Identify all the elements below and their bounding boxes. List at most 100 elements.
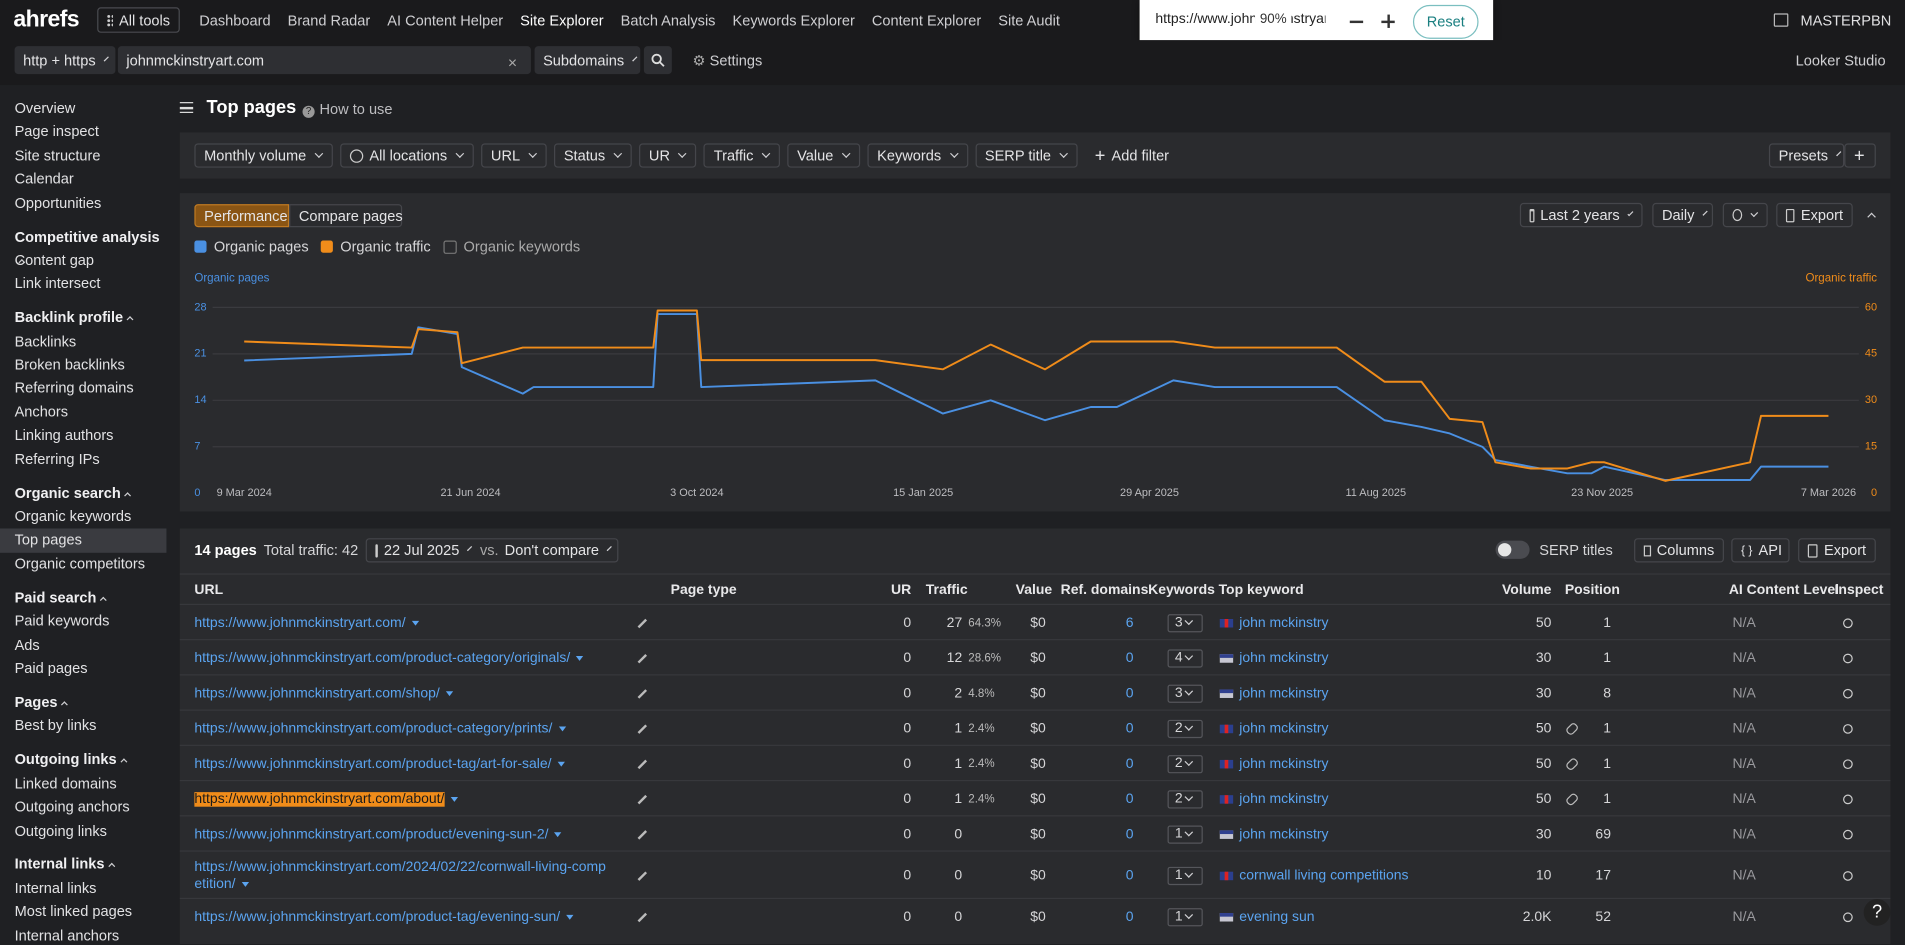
filter-button[interactable]: SERP title [975,143,1078,168]
checkbox[interactable] [194,240,207,253]
inspect-icon[interactable] [1843,688,1853,698]
sidebar-item[interactable]: Internal links [14,879,97,897]
top-keyword[interactable]: john mckinstry [1239,685,1329,701]
sidebar-item[interactable]: Organic competitors [14,554,146,572]
tab-compare[interactable]: Compare pages [289,204,403,228]
legend-item[interactable]: Organic keywords [442,238,580,255]
sidebar-item[interactable]: Most linked pages [14,903,133,921]
url-link[interactable]: https://www.johnmckinstryart.com/ [194,614,613,631]
sidebar-item[interactable]: Ads [14,636,40,654]
ref-domains[interactable]: 0 [1125,868,1134,883]
ref-domains[interactable]: 0 [1125,826,1134,842]
nav-item[interactable]: AI Content Helper [387,12,504,30]
period-select[interactable]: Last 2 years [1519,202,1643,228]
top-keyword[interactable]: john mckinstry [1239,826,1329,842]
column-header[interactable]: Inspect [1834,582,1884,598]
column-header[interactable]: Top keyword [1218,582,1304,598]
menu-icon[interactable] [179,102,194,113]
looker-link[interactable]: Looker Studio [1795,52,1886,70]
url-link[interactable]: https://www.johnmckinstryart.com/product… [194,755,613,772]
sidebar-item[interactable]: Calendar [14,170,74,188]
chart-export[interactable]: Export [1776,202,1853,228]
checkbox[interactable] [320,240,333,253]
url-link[interactable]: https://www.johnmckinstryart.com/product… [194,649,613,666]
sidebar-item[interactable]: Internal anchors [14,926,120,944]
column-header[interactable]: Traffic [925,582,968,598]
mode-select[interactable]: Subdomains [534,46,641,75]
inspect-icon[interactable] [1843,653,1853,663]
ref-domains[interactable]: 0 [1125,685,1134,701]
sidebar-item[interactable]: Overview [14,99,76,117]
protocol-select[interactable]: http + https [14,46,116,75]
keywords-select[interactable]: 3 [1167,684,1203,703]
keywords-select[interactable]: 1 [1167,824,1203,844]
nav-item[interactable]: Keywords Explorer [732,12,855,30]
sidebar-item[interactable]: Organic keywords [14,507,132,525]
sidebar-item[interactable]: Outgoing links [14,821,107,839]
ref-domains[interactable]: 0 [1125,650,1134,666]
sidebar-header[interactable]: Organic search [0,482,166,506]
filter-button[interactable]: UR [639,143,697,168]
nav-item[interactable]: Site Explorer [520,12,604,30]
keywords-select[interactable]: 1 [1167,866,1203,885]
sidebar-item[interactable]: Broken backlinks [14,356,125,374]
help-fab[interactable]: ? [1863,899,1891,926]
url-link[interactable]: https://www.johnmckinstryart.com/about/ [194,790,613,807]
api-button[interactable]: { } API [1731,538,1790,563]
url-link[interactable]: https://www.johnmckinstryart.com/product… [194,908,613,925]
sidebar-item[interactable]: Linking authors [14,426,114,444]
url-link[interactable]: https://www.johnmckinstryart.com/2024/02… [194,859,606,892]
column-header[interactable]: Position [1564,582,1620,598]
top-keyword[interactable]: john mckinstry [1239,791,1329,807]
zoom-out[interactable] [1349,20,1364,23]
sidebar-item[interactable]: Linked domains [14,774,117,792]
legend-item[interactable]: Organic pages [194,238,309,255]
nav-item[interactable]: Site Audit [998,12,1060,30]
inspect-icon[interactable] [1843,829,1853,839]
sidebar-item[interactable]: Page inspect [14,123,99,141]
target-input[interactable]: johnmckinstryart.com [117,46,531,75]
keywords-select[interactable]: 1 [1167,907,1203,926]
top-keyword[interactable]: john mckinstry [1239,756,1329,771]
nav-item[interactable]: Batch Analysis [620,12,716,30]
user-name[interactable]: MASTERPBN [1800,12,1892,30]
date-select[interactable]: 22 Jul 2025 vs. Don't compare [365,538,619,563]
keywords-select[interactable]: 2 [1167,719,1203,738]
checkbox[interactable] [442,239,457,254]
add-filter[interactable]: + Add filter [1085,143,1169,167]
sidebar-item[interactable]: Referring domains [14,379,134,397]
legend-item[interactable]: Organic traffic [320,238,431,255]
serp-toggle[interactable] [1495,540,1530,559]
sidebar-item[interactable]: Outgoing anchors [14,798,130,816]
column-header[interactable]: Page type [670,582,737,598]
top-keyword[interactable]: john mckinstry [1239,615,1329,630]
sidebar-item[interactable]: Content gap [14,251,95,269]
sidebar-item[interactable]: Backlinks [14,332,77,350]
url-link[interactable]: https://www.johnmckinstryart.com/shop/ [194,685,613,702]
sidebar-item[interactable]: Top pages [0,529,167,553]
how-to-use[interactable]: ? How to use [302,101,392,118]
filter-button[interactable]: All locations [340,143,474,168]
url-link[interactable]: https://www.johnmckinstryart.com/product… [194,826,613,843]
column-header[interactable]: AI Content Level [1728,582,1840,598]
top-keyword[interactable]: john mckinstry [1239,721,1329,736]
top-keyword[interactable]: evening sun [1239,909,1315,924]
column-header[interactable]: Value [1015,582,1053,598]
columns-button[interactable]: Columns [1634,538,1724,563]
column-header[interactable]: URL [194,582,224,598]
presets-add[interactable]: + [1844,143,1876,168]
inspect-icon[interactable] [1843,870,1853,881]
table-export[interactable]: Export [1798,538,1876,563]
filter-button[interactable]: Keywords [867,143,968,168]
sidebar-header[interactable]: Pages [0,691,166,715]
ref-domains[interactable]: 0 [1125,791,1134,807]
logo[interactable]: ahrefs [13,7,80,33]
column-header[interactable]: Ref. domains [1060,582,1149,598]
column-header[interactable]: Keywords [1148,582,1215,598]
sidebar-item[interactable]: Opportunities [14,193,102,211]
top-keyword[interactable]: john mckinstry [1239,650,1329,666]
ref-domains[interactable]: 0 [1125,909,1134,924]
nav-item[interactable]: Brand Radar [287,12,371,30]
sidebar-item[interactable]: Paid keywords [14,612,110,630]
annotations-button[interactable] [1722,202,1768,228]
